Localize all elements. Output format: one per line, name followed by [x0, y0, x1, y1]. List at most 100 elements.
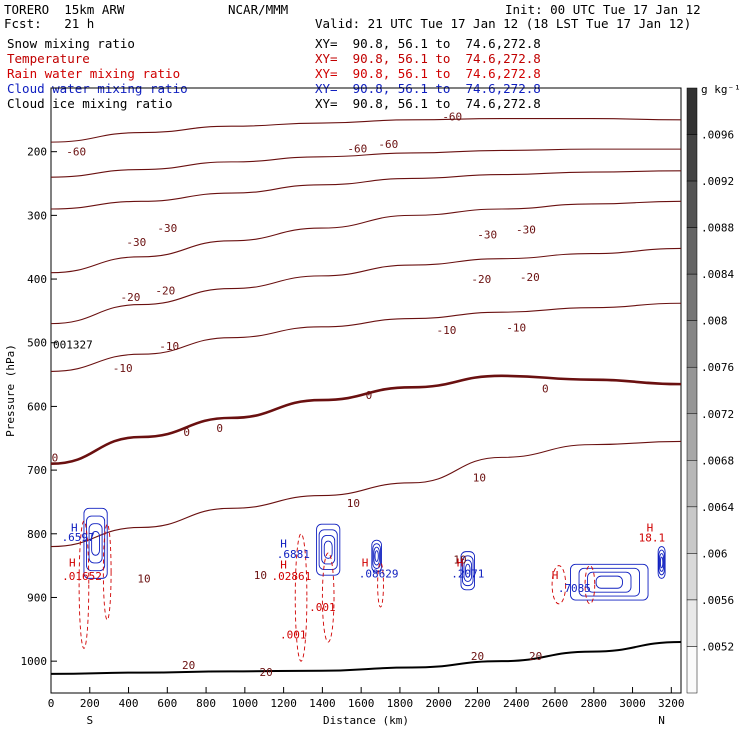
colorbar-swatch	[686, 320, 698, 368]
y-tick-label: 200	[27, 146, 47, 159]
rain-water-contour	[78, 520, 90, 649]
x-tick-label: 1400	[309, 697, 336, 710]
x-tick-label: 0	[48, 697, 55, 710]
cell-value-label: .7085	[558, 582, 591, 595]
x-tick-label: 600	[157, 697, 177, 710]
header-model: TORERO 15km ARW	[4, 2, 125, 17]
temperature-contour-label: -30	[477, 228, 497, 241]
cloud-water-contour	[373, 546, 380, 566]
colorbar-swatch	[686, 646, 698, 694]
side-value-label: 001327	[53, 339, 93, 352]
cloud-water-contour	[463, 559, 473, 582]
cell-value-label: .08629	[359, 567, 399, 580]
cell-value-label: .6597	[62, 531, 95, 544]
field-name: Snow mixing ratio	[7, 36, 135, 51]
temperature-contour-label: 20	[529, 650, 542, 663]
cloud-water-contour	[91, 530, 100, 556]
colorbar-swatch	[686, 366, 698, 415]
header-org: NCAR/MMM	[228, 2, 289, 17]
cell-value-label: .2071	[451, 567, 484, 580]
x-tick-label: 2200	[464, 697, 491, 710]
temperature-contour-label: 10	[137, 572, 150, 585]
x-tick-label: 1200	[270, 697, 297, 710]
colorbar-swatch	[686, 553, 698, 601]
rain-water-contour	[377, 561, 384, 608]
temperature-contour-label: -10	[506, 321, 526, 334]
temperature-contour-line	[50, 200, 682, 274]
temperature-contour-label: -60	[378, 138, 398, 151]
header-init: Init: 00 UTC Tue 17 Jan 12	[505, 2, 701, 17]
colorbar-swatch	[686, 273, 698, 321]
x-tick-label: 2400	[503, 697, 530, 710]
temperature-contour-line	[50, 170, 682, 210]
temperature-contour-label: -30	[126, 236, 146, 249]
cloud-water-contour	[372, 543, 381, 569]
cell-value-label: .001	[280, 628, 307, 641]
cloud-water-contour	[570, 563, 649, 601]
colorbar-swatch	[686, 506, 698, 554]
field-name: Rain water mixing ratio	[7, 66, 181, 81]
colorbar-label: .0096	[701, 129, 734, 142]
header-fcst: Fcst: 21 h	[4, 16, 95, 31]
cloud-water-contour	[462, 555, 474, 587]
colorbar-swatch	[686, 180, 698, 228]
colorbar-label: .0072	[701, 408, 734, 421]
x-tick-label: 3200	[658, 697, 685, 710]
cell-value-label: H	[457, 556, 464, 569]
field-xy: XY= 90.8, 56.1 to 74.6,272.8	[315, 96, 541, 111]
cell-value-label: H	[647, 521, 654, 534]
colorbar-swatch	[686, 413, 698, 461]
cloud-water-contour	[374, 550, 379, 562]
temperature-contour-label: -30	[516, 223, 536, 236]
cloud-water-contour	[321, 534, 336, 565]
temperature-contour-label: 0	[542, 383, 549, 396]
y-tick-label: 800	[27, 528, 47, 541]
x-tick-label: 2000	[425, 697, 452, 710]
y-tick-label: 600	[27, 400, 47, 413]
cell-value-label: H	[71, 521, 78, 534]
temperature-contour-line	[50, 118, 682, 143]
temperature-contour-label: -60	[347, 143, 367, 156]
x-tick-label: 400	[119, 697, 139, 710]
cloud-water-contour	[88, 523, 103, 564]
cell-value-label: 18.1	[639, 532, 666, 545]
north-label: N	[658, 714, 665, 727]
temperature-contour-label: 10	[254, 569, 267, 582]
field-xy: XY= 90.8, 56.1 to 74.6,272.8	[315, 51, 541, 66]
y-tick-label: 1000	[21, 655, 48, 668]
temperature-contour-label: 10	[347, 497, 360, 510]
temperature-contour-label: 20	[471, 650, 484, 663]
y-tick-label: 900	[27, 591, 47, 604]
colorbar-label: .0064	[701, 501, 734, 514]
colorbar-label: .0084	[701, 268, 734, 281]
cloud-water-contour	[658, 549, 665, 576]
cloud-water-contour	[323, 540, 333, 559]
colorbar-label: .0056	[701, 594, 734, 607]
rain-water-contour	[102, 523, 112, 621]
colorbar-label: .006	[701, 547, 728, 560]
cell-value-label: .001	[309, 601, 336, 614]
x-tick-label: 1800	[387, 697, 414, 710]
cloud-water-contour	[465, 563, 471, 578]
colorbar-swatch	[686, 227, 698, 275]
cloud-water-contour	[371, 539, 382, 573]
temperature-contour-line	[50, 641, 682, 675]
cloud-water-contour	[659, 553, 665, 572]
field-name: Cloud ice mixing ratio	[7, 96, 173, 111]
cell-value-label: H	[69, 556, 76, 569]
cell-value-label: H	[552, 569, 559, 582]
y-tick-label: 500	[27, 337, 47, 350]
temperature-contour-label: -30	[157, 222, 177, 235]
colorbar-label: .0068	[701, 454, 734, 467]
field-xy: XY= 90.8, 56.1 to 74.6,272.8	[315, 66, 541, 81]
header-valid: Valid: 21 UTC Tue 17 Jan 12 (18 LST Tue …	[315, 16, 692, 31]
x-tick-label: 2600	[542, 697, 569, 710]
x-tick-label: 200	[80, 697, 100, 710]
x-tick-label: 3000	[619, 697, 646, 710]
temperature-contour-label: -60	[66, 146, 86, 159]
temperature-contour-line	[50, 440, 682, 548]
colorbar-label: .0088	[701, 222, 734, 235]
field-name: Temperature	[7, 51, 90, 66]
colorbar-unit: g kg⁻¹	[701, 83, 740, 96]
colorbar-swatch	[686, 599, 698, 647]
